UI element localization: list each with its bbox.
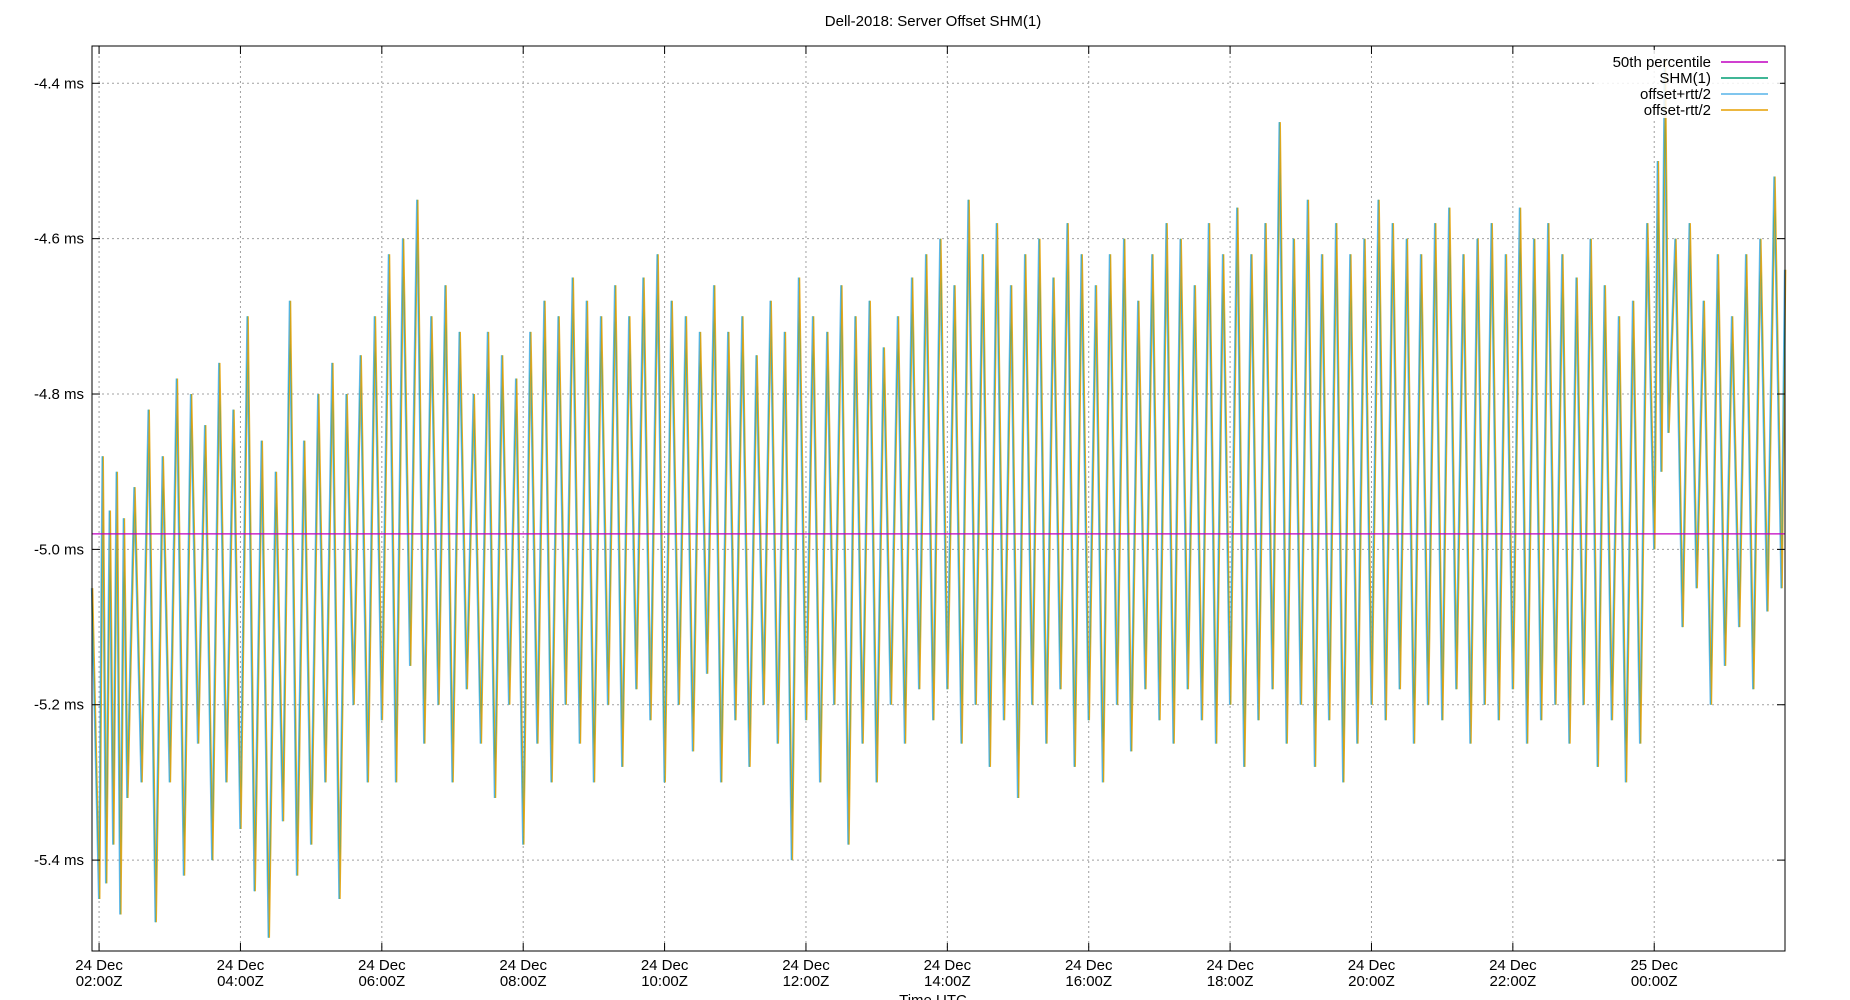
legend-label: SHM(1) — [1659, 70, 1711, 87]
x-tick-label: 24 Dec — [217, 957, 265, 974]
x-tick-label: 25 Dec — [1630, 957, 1678, 974]
x-tick-label: 24 Dec — [782, 957, 830, 974]
y-tick-label: -4.8 ms — [34, 386, 84, 403]
series-line-shm-1- — [91, 59, 1786, 938]
legend-label: offset-rtt/2 — [1644, 102, 1711, 119]
x-tick-label: 04:00Z — [217, 973, 264, 990]
x-tick-label: 24 Dec — [641, 957, 689, 974]
legend: 50th percentileSHM(1)offset+rtt/2offset-… — [1594, 50, 1780, 119]
x-tick-label: 16:00Z — [1065, 973, 1112, 990]
y-tick-label: -5.0 ms — [34, 541, 84, 558]
x-tick-label: 24 Dec — [1348, 957, 1396, 974]
chart-title: Dell-2018: Server Offset SHM(1) — [825, 13, 1041, 30]
x-tick-label: 06:00Z — [358, 973, 405, 990]
x-tick-label: 24 Dec — [1206, 957, 1254, 974]
y-tick-label: -5.2 ms — [34, 697, 84, 714]
series-group — [92, 59, 1787, 938]
x-tick-label: 08:00Z — [500, 973, 547, 990]
y-tick-label: -5.4 ms — [34, 852, 84, 869]
x-tick-label: 12:00Z — [783, 973, 830, 990]
x-tick-label: 10:00Z — [641, 973, 688, 990]
plot-frame — [91, 45, 1786, 952]
series-line-offset-rtt-2 — [92, 59, 1787, 938]
legend-label: offset+rtt/2 — [1640, 86, 1711, 103]
x-tick-label: 24 Dec — [1065, 957, 1113, 974]
series-layer — [90, 59, 1787, 938]
y-tick-label: -4.4 ms — [34, 75, 84, 92]
x-tick-label: 24 Dec — [924, 957, 972, 974]
series-group — [91, 59, 1786, 938]
x-tick-label: 20:00Z — [1348, 973, 1395, 990]
x-tick-label: 00:00Z — [1631, 973, 1678, 990]
series-line-offset-rtt-2 — [90, 59, 1785, 938]
series-group — [90, 59, 1785, 938]
x-tick-label: 14:00Z — [924, 973, 971, 990]
x-tick-label: 22:00Z — [1489, 973, 1536, 990]
legend-label: 50th percentile — [1613, 54, 1711, 71]
y-tick-label: -4.6 ms — [34, 231, 84, 248]
x-tick-label: 24 Dec — [1489, 957, 1537, 974]
x-axis-label: Time UTC — [899, 992, 967, 1000]
x-tick-label: 24 Dec — [75, 957, 123, 974]
x-tick-label: 24 Dec — [499, 957, 547, 974]
x-tick-label: 18:00Z — [1207, 973, 1254, 990]
y-axis: -4.4 ms -4.6 ms -4.8 ms -5.0 ms -5.2 ms -5.4 … — [34, 75, 1785, 869]
x-tick-label: 02:00Z — [76, 973, 123, 990]
x-tick-label: 24 Dec — [358, 957, 406, 974]
